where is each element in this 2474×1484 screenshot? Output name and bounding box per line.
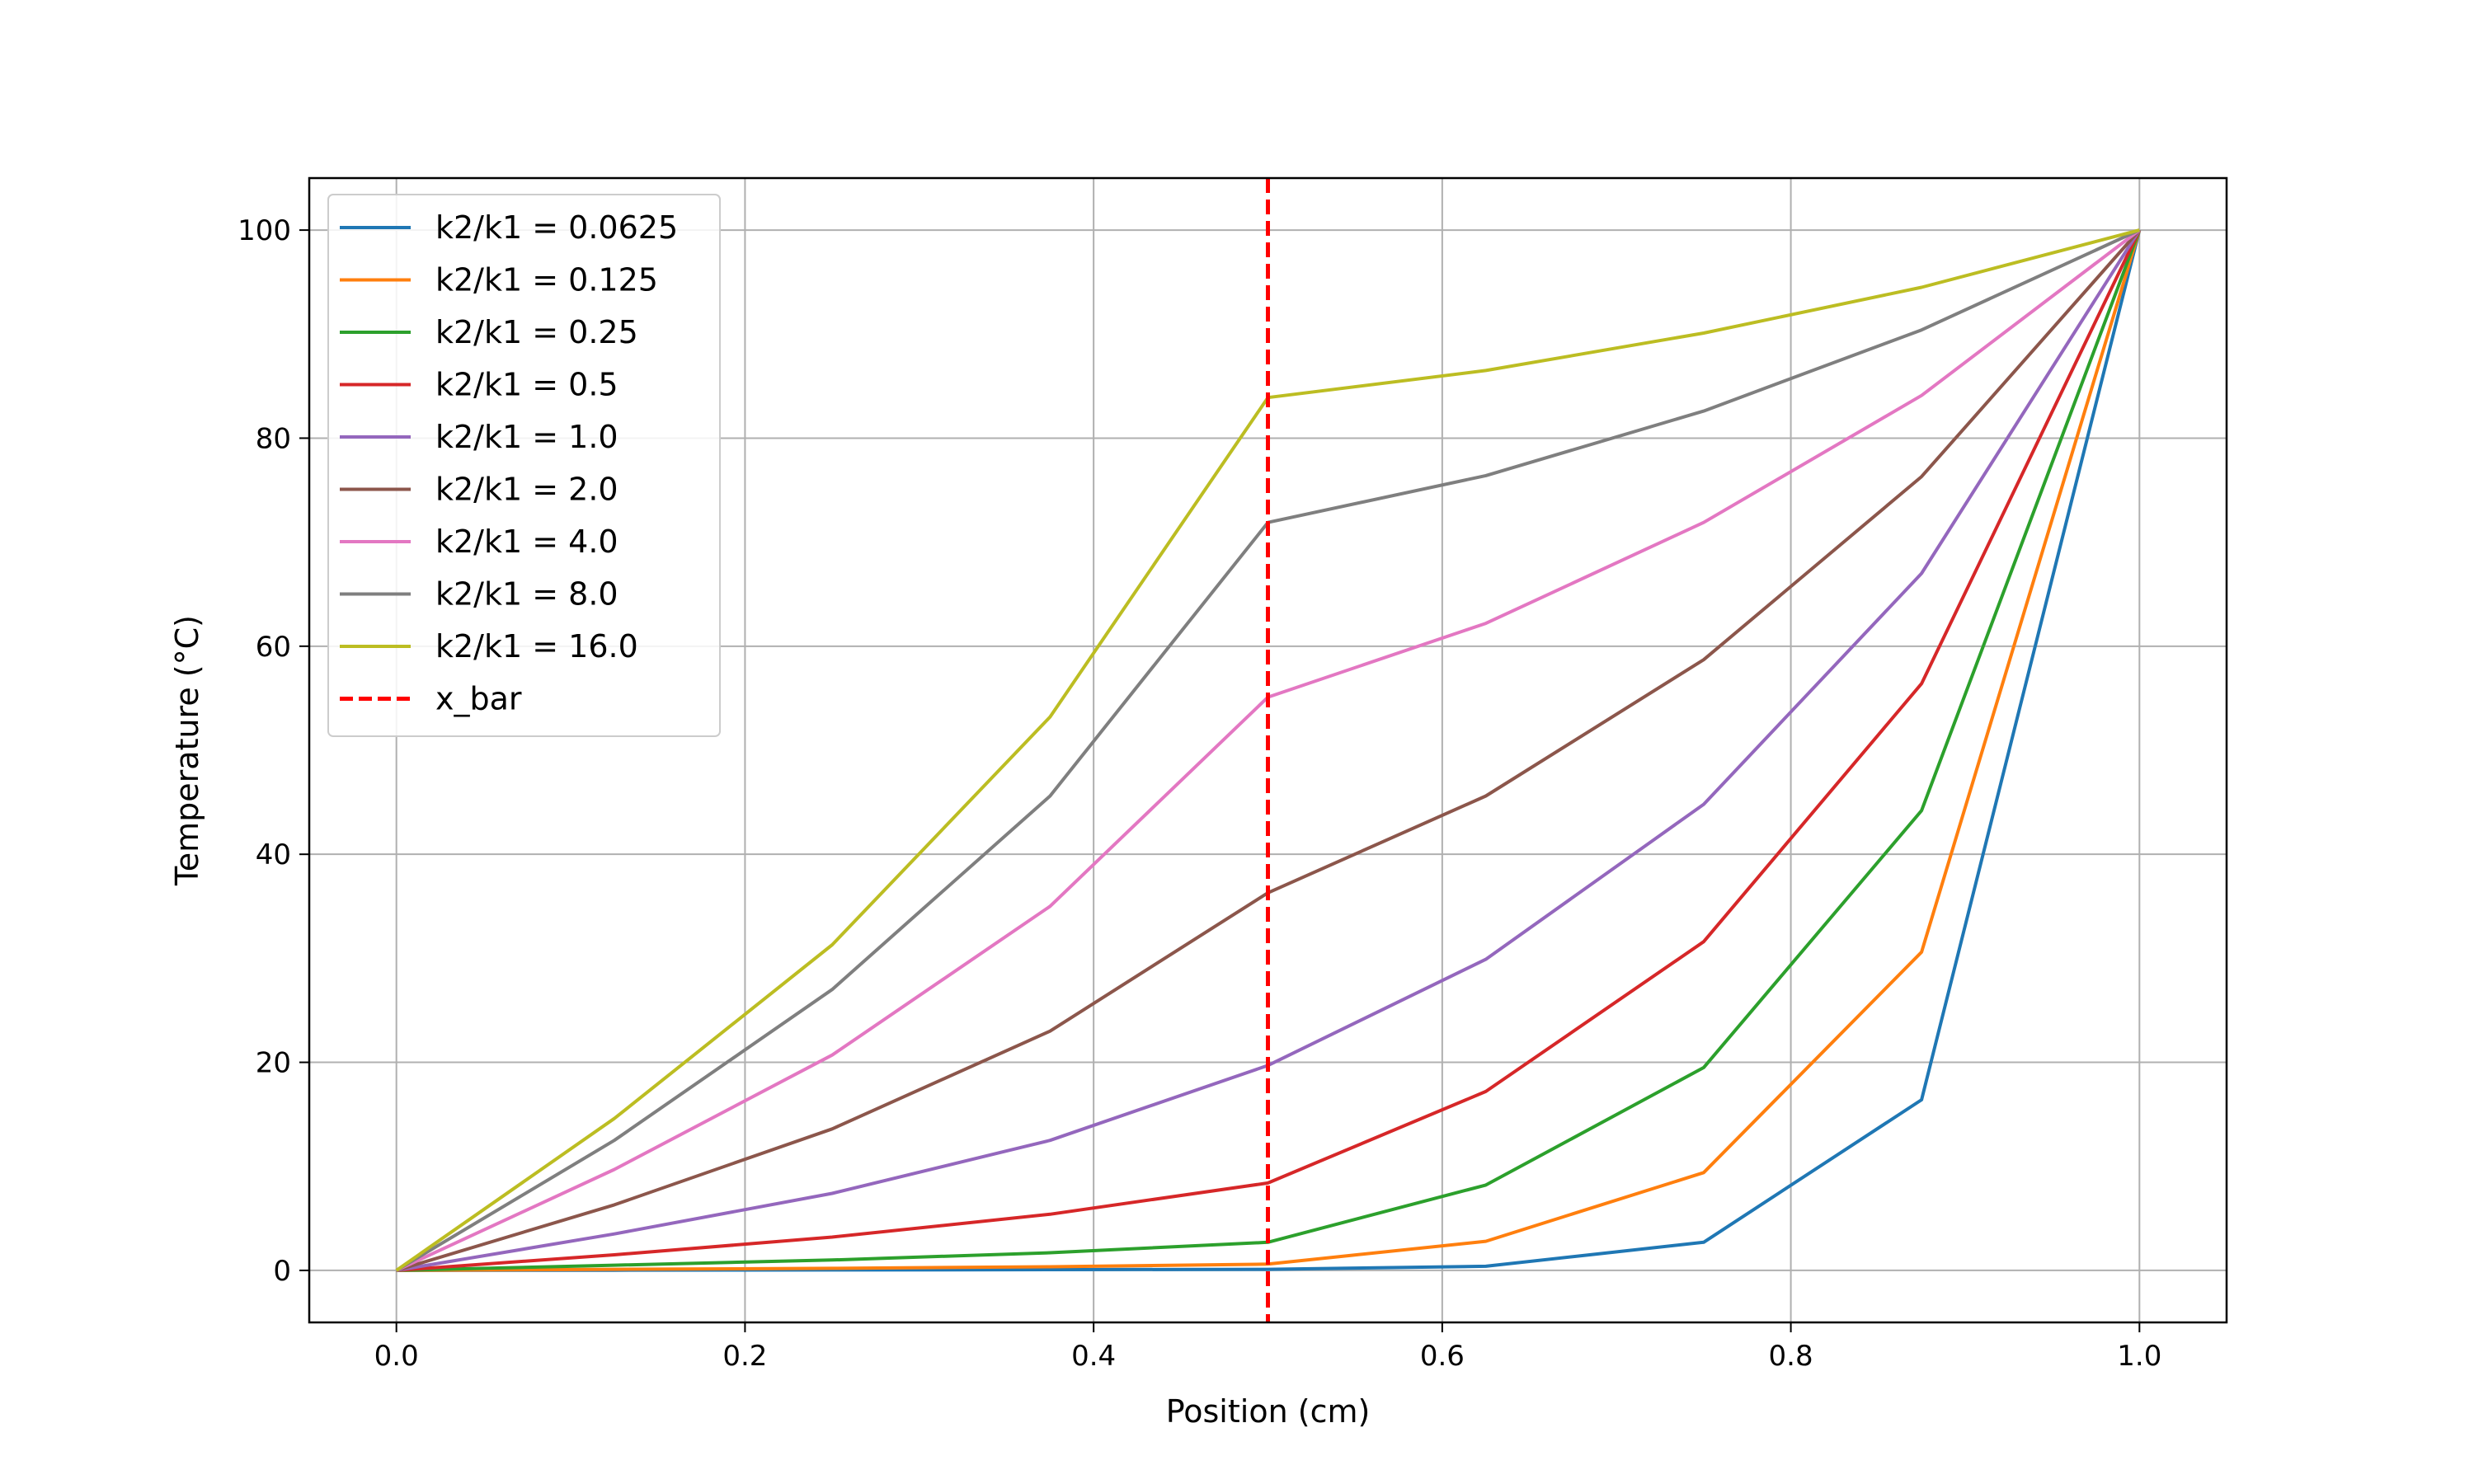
legend-label: k2/k1 = 0.5: [435, 367, 618, 403]
y-tick-label: 20: [256, 1047, 291, 1080]
x-tick-label: 0.4: [1071, 1340, 1116, 1373]
legend-label: k2/k1 = 16.0: [435, 628, 638, 665]
axis-ticks: 0.0 0.2 0.4 0.6 0.8 1.0 0 20 40 60 80 100: [238, 214, 2161, 1373]
plot-series: [395, 178, 2142, 1322]
x-tick-label: 1.0: [2117, 1340, 2161, 1373]
legend-label: k2/k1 = 4.0: [435, 524, 618, 560]
y-tick-label: 60: [256, 631, 291, 664]
y-tick-label: 40: [256, 838, 291, 871]
x-tick-label: 0.2: [722, 1340, 767, 1373]
x-tick-label: 0.8: [1769, 1340, 1813, 1373]
legend-box: [327, 194, 721, 737]
legend: k2/k1 = 0.0625 k2/k1 = 0.125 k2/k1 = 0.25 k…: [327, 194, 721, 737]
legend-label: x_bar: [435, 681, 522, 717]
y-tick-label: 0: [273, 1255, 291, 1288]
legend-label: k2/k1 = 1.0: [435, 419, 618, 455]
plot-frame: [308, 176, 2228, 1324]
y-tick-label: 80: [256, 422, 291, 455]
legend-label: k2/k1 = 0.0625: [435, 209, 678, 246]
x-axis-label: Position (cm): [1166, 1393, 1371, 1430]
series-line-3: [396, 229, 2142, 1272]
legend-label: k2/k1 = 8.0: [435, 576, 618, 613]
x-tick-label: 0.0: [374, 1340, 419, 1373]
legend-label: k2/k1 = 0.125: [435, 262, 658, 298]
y-tick-label: 100: [238, 214, 291, 247]
y-axis-label: Temperature (°C): [169, 615, 205, 886]
legend-label: k2/k1 = 2.0: [435, 472, 618, 508]
legend-label: k2/k1 = 0.25: [435, 314, 638, 350]
x-tick-label: 0.6: [1420, 1340, 1465, 1373]
